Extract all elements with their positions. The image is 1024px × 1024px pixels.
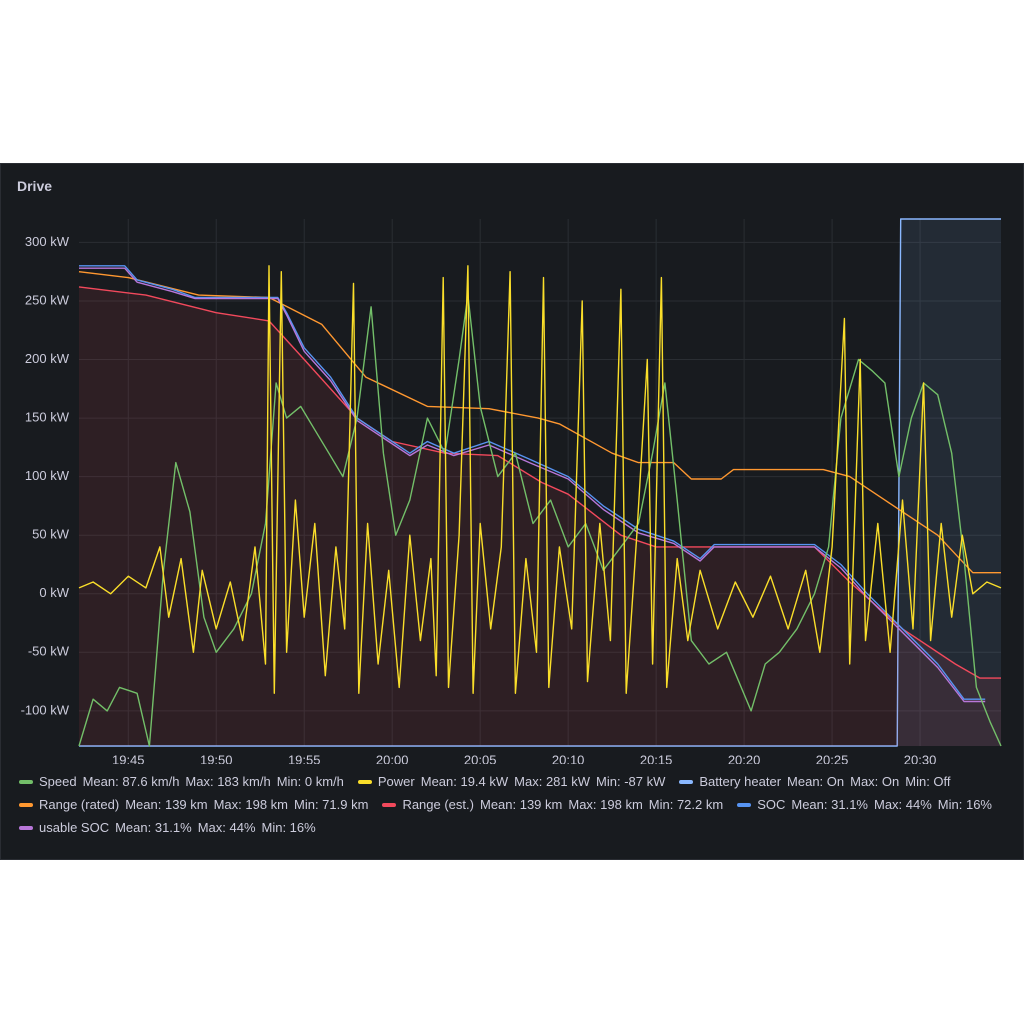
x-tick-label: 20:05 bbox=[464, 752, 497, 764]
legend-stat: Max: 281 kW bbox=[514, 774, 591, 789]
y-tick-label: 300 kW bbox=[25, 234, 70, 249]
legend-swatch bbox=[19, 802, 33, 807]
y-tick-label: 200 kW bbox=[25, 351, 70, 366]
legend-swatch bbox=[19, 779, 33, 784]
legend-stat: Mean: 31.1% bbox=[115, 820, 192, 835]
y-tick-label: 50 kW bbox=[32, 527, 70, 542]
legend-swatch bbox=[19, 825, 33, 830]
legend: Speed Mean: 87.6 km/h Max: 183 km/h Min: 0 … bbox=[19, 774, 1014, 835]
legend-name: SOC bbox=[757, 797, 786, 812]
legend-swatch bbox=[357, 779, 372, 784]
legend-swatch bbox=[382, 802, 397, 807]
legend-stat: Max: On bbox=[850, 774, 900, 789]
x-tick-label: 19:45 bbox=[112, 752, 145, 764]
legend-stat: Min: 0 km/h bbox=[276, 774, 344, 789]
series-line bbox=[78, 265, 1002, 694]
legend-item: Range (rated) Mean: 139 km Max: 198 km Min:… bbox=[19, 797, 368, 812]
chart: -100 kW -50 kW 0 kW 50 kW 100 kW 150 kW 200 kW… bbox=[21, 218, 1002, 764]
x-tick-label: 20:00 bbox=[376, 752, 409, 764]
legend-stat: Min: 71.9 km bbox=[294, 797, 369, 812]
legend-item: usable SOC Mean: 31.1% Max: 44% Min: 16% bbox=[19, 820, 316, 835]
legend-stat: Min: 16% bbox=[261, 820, 316, 835]
legend-name: Range (rated) bbox=[39, 797, 120, 812]
series-line bbox=[79, 267, 986, 703]
y-tick-label: -100 kW bbox=[21, 702, 70, 717]
legend-name: Battery heater bbox=[699, 774, 782, 789]
y-tick-label: 150 kW bbox=[25, 410, 70, 425]
y-tick-label: 250 kW bbox=[25, 292, 70, 307]
legend-swatch bbox=[737, 802, 752, 807]
legend-stat: Max: 44% bbox=[873, 797, 932, 812]
legend-stat: Min: 16% bbox=[937, 797, 992, 812]
y-tick-label: -50 kW bbox=[28, 644, 70, 659]
legend-stat: Mean: 31.1% bbox=[791, 797, 868, 812]
legend-stat: Mean: 19.4 kW bbox=[420, 774, 509, 789]
panel: -100 kW -50 kW 0 kW 50 kW 100 kW 150 kW 200 kW… bbox=[0, 163, 1024, 860]
legend-stat: Mean: 139 km bbox=[479, 797, 563, 812]
legend-name: Range (est.) bbox=[402, 797, 474, 812]
legend-name: Speed bbox=[39, 774, 77, 789]
legend-item: Battery heater Mean: On Max: On Min: Off bbox=[679, 774, 951, 789]
legend-item: SOC Mean: 31.1% Max: 44% Min: 16% bbox=[737, 797, 992, 812]
series-line bbox=[78, 294, 1002, 747]
legend-stat: Mean: 87.6 km/h bbox=[82, 774, 180, 789]
legend-swatch bbox=[679, 779, 694, 784]
y-tick-label: 0 kW bbox=[39, 585, 69, 600]
legend-stat: Min: -87 kW bbox=[596, 774, 666, 789]
legend-item: Speed Mean: 87.6 km/h Max: 183 km/h Min: 0 … bbox=[19, 774, 344, 789]
x-tick-label: 19:55 bbox=[288, 752, 321, 764]
x-tick-label: 20:20 bbox=[728, 752, 761, 764]
x-tick-label: 20:15 bbox=[640, 752, 673, 764]
legend-stat: Max: 198 km bbox=[568, 797, 643, 812]
legend-name: Power bbox=[377, 774, 415, 789]
series-line bbox=[79, 218, 1001, 747]
x-tick-label: 20:25 bbox=[816, 752, 849, 764]
legend-stat: Max: 198 km bbox=[213, 797, 289, 812]
legend-stat: Max: 183 km/h bbox=[185, 774, 271, 789]
x-tick-label: 19:50 bbox=[200, 752, 233, 764]
panel-title: Drive bbox=[17, 178, 53, 194]
legend-stat: Min: Off bbox=[905, 774, 951, 789]
y-tick-label: 100 kW bbox=[25, 468, 70, 483]
legend-stat: Min: 72.2 km bbox=[648, 797, 724, 812]
series-line bbox=[78, 271, 1001, 574]
series-area bbox=[79, 219, 1001, 746]
legend-stat: Mean: On bbox=[787, 774, 845, 789]
legend-name: usable SOC bbox=[39, 820, 110, 835]
x-tick-label: 20:10 bbox=[552, 752, 585, 764]
x-tick-label: 20:30 bbox=[904, 752, 937, 764]
legend-item: Power Mean: 19.4 kW Max: 281 kW Min: -87 kW bbox=[357, 774, 666, 789]
legend-stat: Mean: 139 km bbox=[125, 797, 208, 812]
legend-stat: Max: 44% bbox=[197, 820, 256, 835]
series-area bbox=[79, 286, 1001, 746]
legend-item: Range (est.) Mean: 139 km Max: 198 km Min: … bbox=[382, 797, 723, 812]
